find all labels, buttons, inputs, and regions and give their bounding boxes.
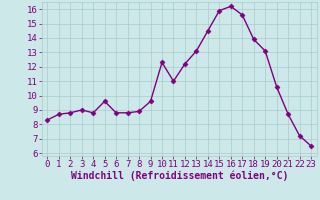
X-axis label: Windchill (Refroidissement éolien,°C): Windchill (Refroidissement éolien,°C): [70, 171, 288, 181]
